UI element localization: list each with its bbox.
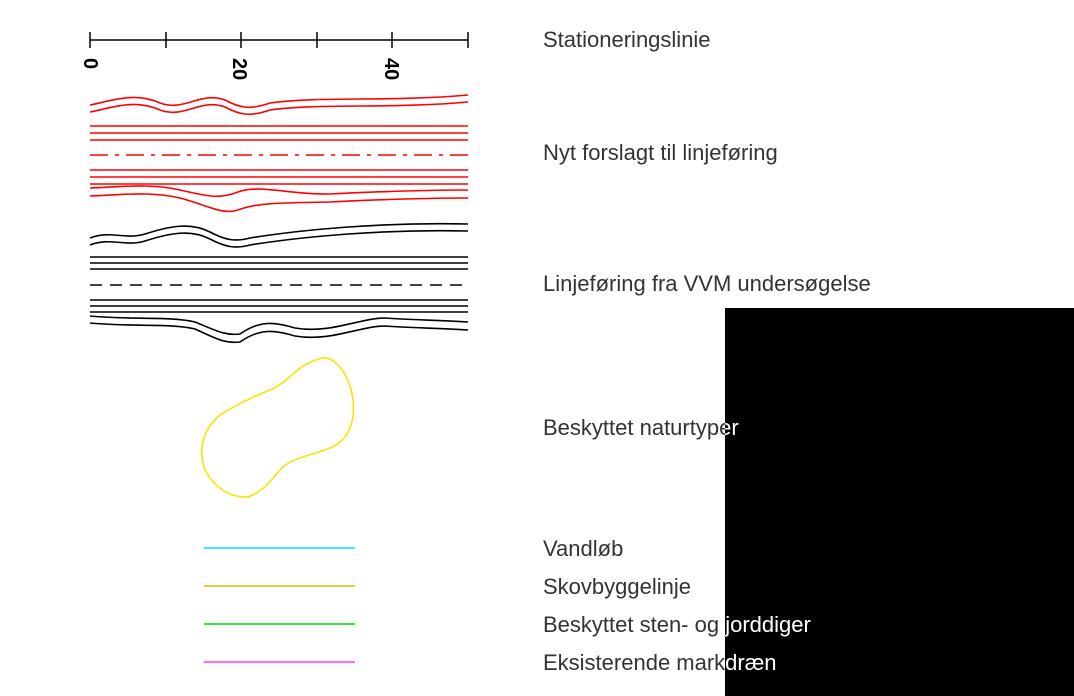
legend-label-vvm-alignment: Linjeføring fra VVM undersøgelse: [543, 271, 871, 296]
overlay-label-protected-nature: Beskyttet naturtyper: [725, 415, 739, 440]
scale-tick-label: 0: [79, 58, 101, 69]
overlay-label-protected-dikes: Beskyttet sten- og jorddiger: [725, 612, 811, 637]
protected-nature-area-symbol: [200, 357, 355, 498]
legend-label-new-proposal: Nyt forslagt til linjeføring: [543, 140, 778, 165]
new-proposal-alignment-symbol: [89, 94, 469, 213]
legend-label-existing-drains: Eksisterende markdræn: [543, 650, 777, 675]
vvm-alignment-symbol: [89, 222, 469, 344]
overlay-label-existing-drains: Eksisterende markdræn: [725, 650, 777, 675]
legend-label-forest-building-line: Skovbyggelinje: [543, 574, 691, 599]
legend-label-watercourse: Vandløb: [543, 536, 624, 561]
legend-label-protected-nature: Beskyttet naturtyper: [543, 415, 739, 440]
redaction-block: [725, 308, 1074, 696]
scale-tick-label: 20: [228, 58, 250, 80]
legend-label-protected-dikes: Beskyttet sten- og jorddiger: [543, 612, 811, 637]
redaction-text-overlay: Beskyttet naturtyper Skovbyggelinje Besk…: [725, 308, 1074, 696]
stationing-scale: [89, 32, 469, 48]
scale-tick-label: 40: [380, 58, 402, 80]
legend-label-stationing: Stationeringslinie: [543, 27, 711, 52]
